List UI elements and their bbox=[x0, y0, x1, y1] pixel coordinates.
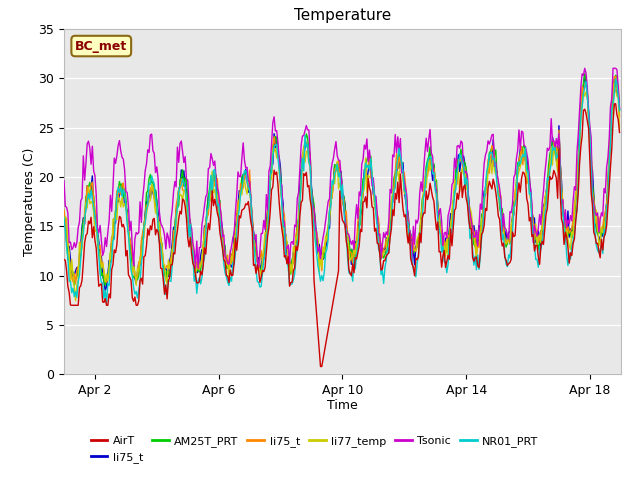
X-axis label: Time: Time bbox=[327, 398, 358, 411]
Title: Temperature: Temperature bbox=[294, 9, 391, 24]
Y-axis label: Temperatures (C): Temperatures (C) bbox=[22, 147, 36, 256]
Legend: AirT, li75_t, AM25T_PRT, li75_t, li77_temp, Tsonic, NR01_PRT: AirT, li75_t, AM25T_PRT, li75_t, li77_te… bbox=[86, 432, 543, 467]
Text: BC_met: BC_met bbox=[75, 39, 127, 52]
